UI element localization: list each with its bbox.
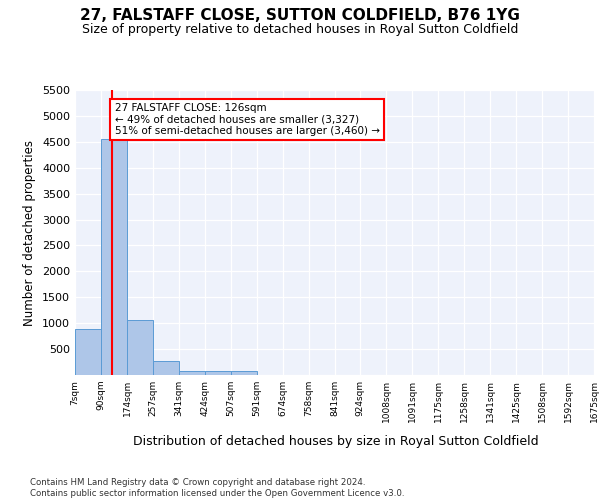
Bar [179, 371, 205, 375]
Bar [75, 330, 101, 375]
Bar [101, 138, 127, 375]
Bar [127, 320, 153, 375]
Bar [205, 371, 230, 375]
Text: 27 FALSTAFF CLOSE: 126sqm
← 49% of detached houses are smaller (3,327)
51% of se: 27 FALSTAFF CLOSE: 126sqm ← 49% of detac… [115, 103, 380, 136]
Bar [230, 372, 257, 375]
Text: Distribution of detached houses by size in Royal Sutton Coldfield: Distribution of detached houses by size … [133, 435, 539, 448]
Y-axis label: Number of detached properties: Number of detached properties [23, 140, 37, 326]
Text: Size of property relative to detached houses in Royal Sutton Coldfield: Size of property relative to detached ho… [82, 22, 518, 36]
Text: Contains HM Land Registry data © Crown copyright and database right 2024.
Contai: Contains HM Land Registry data © Crown c… [30, 478, 404, 498]
Bar [153, 361, 179, 375]
Text: 27, FALSTAFF CLOSE, SUTTON COLDFIELD, B76 1YG: 27, FALSTAFF CLOSE, SUTTON COLDFIELD, B7… [80, 8, 520, 22]
